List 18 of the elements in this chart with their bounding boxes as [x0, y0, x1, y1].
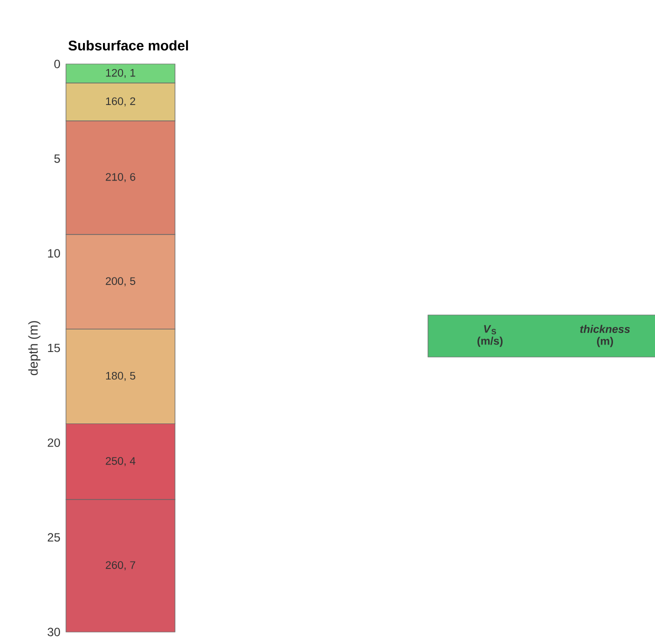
y-axis-title: depth (m)	[28, 321, 40, 376]
data-label: 200, 5	[106, 277, 136, 286]
text: V$_{S}$ (m/s)	[477, 325, 503, 347]
y-tick-label: 10	[48, 249, 60, 258]
data-label: 180, 5	[106, 372, 136, 381]
chart-title: Subsurface model	[68, 40, 188, 51]
y-tick-label: 30	[48, 628, 60, 636]
data-label: 210, 6	[106, 173, 136, 182]
y-tick-label: 20	[48, 438, 60, 447]
y-tick-label: 0	[54, 60, 60, 68]
data-label: 260, 7	[106, 561, 136, 570]
text: thickness (m)	[580, 324, 630, 348]
y-tick-label: 5	[54, 154, 60, 163]
y-tick-label: 25	[48, 533, 60, 542]
data-label: 160, 2	[106, 97, 136, 106]
y-tick-label: 15	[48, 344, 60, 352]
data-label: 250, 4	[106, 457, 136, 466]
data-label: 120, 1	[106, 68, 136, 78]
